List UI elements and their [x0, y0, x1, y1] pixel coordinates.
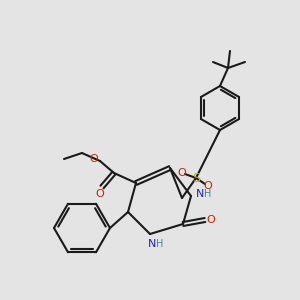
- Text: O: O: [178, 168, 186, 178]
- Text: S: S: [192, 172, 200, 184]
- Text: O: O: [96, 189, 104, 199]
- Text: H: H: [204, 189, 212, 199]
- Text: O: O: [204, 181, 212, 191]
- Text: N: N: [196, 189, 204, 199]
- Text: O: O: [207, 215, 215, 225]
- Text: H: H: [156, 239, 164, 249]
- Text: O: O: [90, 154, 98, 164]
- Text: N: N: [148, 239, 156, 249]
